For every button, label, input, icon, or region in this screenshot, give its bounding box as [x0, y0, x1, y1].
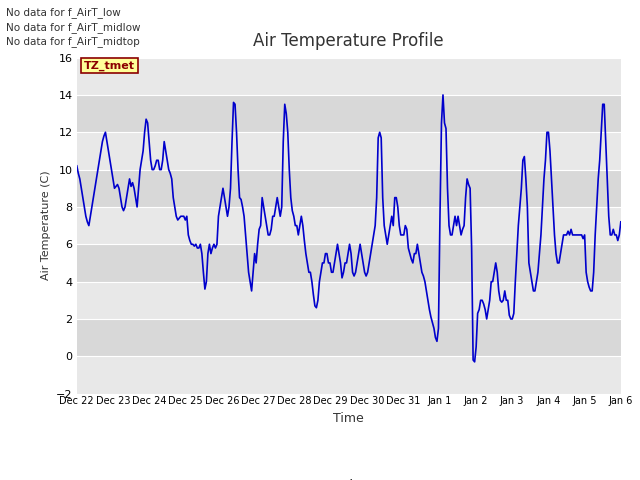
Legend: AirT 22m: AirT 22m	[295, 474, 403, 480]
Text: TZ_tmet: TZ_tmet	[84, 60, 135, 71]
Bar	[77, 319, 621, 356]
Text: No data for f_AirT_low: No data for f_AirT_low	[6, 7, 121, 18]
Bar	[77, 356, 621, 394]
Y-axis label: Air Temperature (C): Air Temperature (C)	[40, 171, 51, 280]
Bar	[77, 58, 621, 95]
Title: Air Temperature Profile: Air Temperature Profile	[253, 33, 444, 50]
Bar	[77, 244, 621, 282]
Text: No data for f_AirT_midtop: No data for f_AirT_midtop	[6, 36, 140, 47]
X-axis label: Time: Time	[333, 412, 364, 425]
Bar	[77, 282, 621, 319]
Bar	[77, 132, 621, 169]
Bar	[77, 207, 621, 244]
Text: No data for f_AirT_midlow: No data for f_AirT_midlow	[6, 22, 141, 33]
Bar	[77, 169, 621, 207]
Bar	[77, 95, 621, 132]
